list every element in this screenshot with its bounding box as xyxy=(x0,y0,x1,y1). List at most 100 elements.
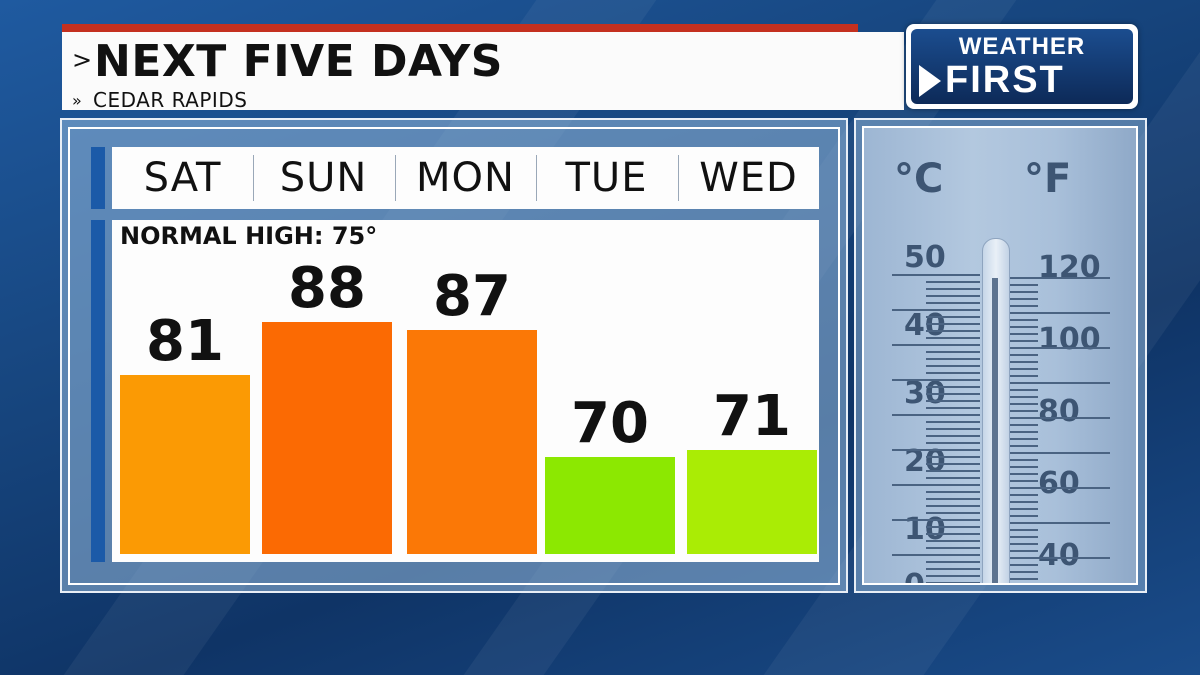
fahrenheit-tick xyxy=(1010,571,1038,573)
fahrenheit-unit: °F xyxy=(1024,156,1072,202)
fahrenheit-tick xyxy=(1010,438,1038,440)
fahrenheit-tick xyxy=(1010,298,1038,300)
celsius-tick xyxy=(926,393,980,395)
thermometer-liquid xyxy=(992,278,998,583)
fahrenheit-tick xyxy=(1010,284,1038,286)
bar-plot-area: 81 88 87 70 71 NORMAL HIGH: 75° xyxy=(112,220,819,562)
fahrenheit-tick xyxy=(1010,347,1110,349)
fahrenheit-tick xyxy=(1010,445,1038,447)
day-separator xyxy=(536,155,537,201)
celsius-tick xyxy=(926,470,980,472)
fahrenheit-tick xyxy=(1010,515,1038,517)
fahrenheit-tick xyxy=(1010,277,1110,279)
celsius-tick xyxy=(926,316,980,318)
fahrenheit-tick xyxy=(1010,459,1038,461)
fahrenheit-label: 60 xyxy=(1038,466,1080,501)
celsius-tick xyxy=(926,365,980,367)
fahrenheit-tick xyxy=(1010,368,1038,370)
fahrenheit-tick xyxy=(1010,557,1110,559)
celsius-tick xyxy=(892,344,980,346)
celsius-tick xyxy=(926,281,980,283)
day-label: WED xyxy=(699,155,798,201)
celsius-tick xyxy=(926,351,980,353)
day-separator xyxy=(253,155,254,201)
celsius-tick xyxy=(892,274,980,276)
celsius-tick xyxy=(892,519,980,521)
bar-tue xyxy=(545,457,675,554)
fahrenheit-tick xyxy=(1010,508,1038,510)
fahrenheit-tick xyxy=(1010,501,1038,503)
fahrenheit-tick xyxy=(1010,354,1038,356)
celsius-tick xyxy=(926,533,980,535)
fahrenheit-tick xyxy=(1010,494,1038,496)
celsius-tick xyxy=(926,323,980,325)
celsius-tick xyxy=(926,491,980,493)
celsius-tick xyxy=(926,302,980,304)
fahrenheit-tick xyxy=(1010,375,1038,377)
fahrenheit-tick xyxy=(1010,361,1038,363)
celsius-tick xyxy=(926,547,980,549)
fahrenheit-tick xyxy=(1010,473,1038,475)
celsius-tick xyxy=(926,456,980,458)
bar-sun xyxy=(262,322,392,554)
fahrenheit-tick xyxy=(1010,417,1110,419)
fahrenheit-tick xyxy=(1010,550,1038,552)
celsius-tick xyxy=(926,386,980,388)
chart-inner-frame xyxy=(68,127,840,585)
day-bar-tab xyxy=(91,147,105,209)
celsius-tick xyxy=(926,575,980,577)
fahrenheit-tick xyxy=(1010,333,1038,335)
fahrenheit-tick xyxy=(1010,396,1038,398)
day-label: TUE xyxy=(565,155,648,201)
celsius-tick xyxy=(892,554,980,556)
bar-value-label: 88 xyxy=(288,256,366,321)
celsius-tick xyxy=(926,477,980,479)
fahrenheit-tick xyxy=(1010,431,1038,433)
fahrenheit-tick xyxy=(1010,452,1110,454)
page-title: NEXT FIVE DAYS xyxy=(94,36,503,87)
celsius-tick xyxy=(892,449,980,451)
fahrenheit-tick xyxy=(1010,424,1038,426)
day-label: SUN xyxy=(279,155,368,201)
day-separator xyxy=(678,155,679,201)
fahrenheit-label: 40 xyxy=(1038,538,1080,573)
bars-container: 81 88 87 70 71 xyxy=(112,220,819,562)
celsius-tick xyxy=(926,435,980,437)
bar-value-label: 70 xyxy=(571,391,649,456)
celsius-tick xyxy=(926,512,980,514)
fahrenheit-tick xyxy=(1010,529,1038,531)
fahrenheit-label: 120 xyxy=(1038,250,1101,285)
thermometer-image: °C °F 50403020100120100806040 xyxy=(862,126,1138,585)
bar-value-label: 87 xyxy=(433,263,511,329)
celsius-label: 0 xyxy=(904,568,925,583)
celsius-tick xyxy=(926,372,980,374)
title-chevron-icon: > xyxy=(72,46,93,74)
fahrenheit-tick xyxy=(1010,305,1038,307)
day-header-bar: SAT SUN MON TUE WED xyxy=(112,147,819,209)
header: > NEXT FIVE DAYS » CEDAR RAPIDS xyxy=(62,24,904,112)
celsius-tick xyxy=(926,505,980,507)
celsius-tick xyxy=(892,309,980,311)
fahrenheit-tick xyxy=(1010,410,1038,412)
logo-arrow-icon xyxy=(919,65,941,97)
celsius-tick xyxy=(926,400,980,402)
fahrenheit-tick xyxy=(1010,578,1038,580)
fahrenheit-tick xyxy=(1010,522,1110,524)
celsius-tick xyxy=(926,498,980,500)
celsius-tick xyxy=(926,337,980,339)
subtitle-chevron-icon: » xyxy=(72,91,82,110)
fahrenheit-label: 80 xyxy=(1038,394,1080,429)
header-panel: > NEXT FIVE DAYS » CEDAR RAPIDS xyxy=(62,32,904,112)
bar-value-label: 81 xyxy=(146,308,224,374)
celsius-tick xyxy=(926,295,980,297)
celsius-tick xyxy=(926,582,980,583)
celsius-tick xyxy=(926,568,980,570)
celsius-label: 50 xyxy=(904,240,946,275)
header-accent-line xyxy=(62,24,858,32)
weather-first-logo: WEATHER FIRST xyxy=(906,24,1138,109)
fahrenheit-tick xyxy=(1010,536,1038,538)
plot-tab xyxy=(91,220,105,562)
celsius-tick xyxy=(926,540,980,542)
bar-sat xyxy=(120,374,250,554)
fahrenheit-tick xyxy=(1010,389,1038,391)
